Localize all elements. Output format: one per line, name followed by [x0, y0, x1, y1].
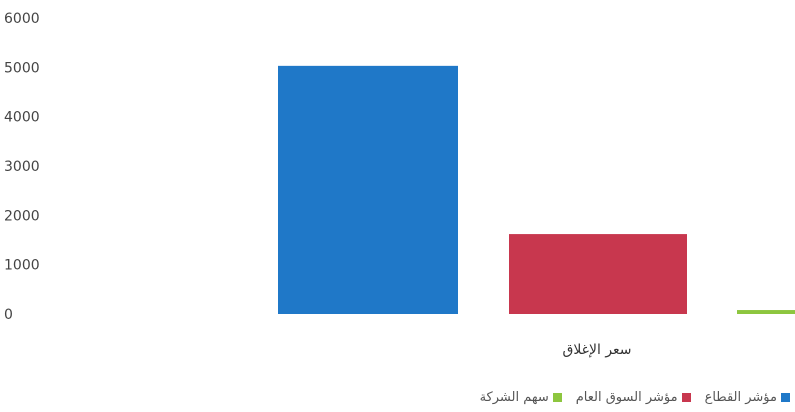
- category-label: سعر الإغلاق: [562, 342, 631, 358]
- y-tick-label: 1000: [4, 258, 40, 274]
- bar: [278, 65, 458, 314]
- legend-swatch: [781, 392, 790, 402]
- y-tick-label: 0: [4, 307, 13, 323]
- legend: مؤشر القطاع مؤشر السوق العام سهم الشركة: [290, 386, 790, 408]
- legend-item-sector-index: مؤشر القطاع: [705, 390, 790, 405]
- bar-group: [278, 65, 795, 314]
- legend-swatch: [681, 392, 691, 402]
- y-tick-label: 6000: [4, 11, 40, 27]
- bar: [509, 234, 687, 314]
- y-tick-label: 2000: [4, 208, 40, 224]
- y-tick-label: 3000: [4, 159, 40, 175]
- legend-label: مؤشر السوق العام: [575, 389, 678, 405]
- y-axis: 0 1000 2000 3000 4000 5000 6000: [4, 11, 40, 323]
- bar: [737, 310, 795, 314]
- y-tick-label: 5000: [4, 60, 40, 76]
- legend-label: سهم الشركة: [479, 389, 549, 405]
- legend-swatch: [552, 392, 562, 402]
- legend-item-market-index: مؤشر السوق العام: [576, 390, 691, 405]
- y-tick-label: 4000: [4, 110, 40, 126]
- x-axis: سعر الإغلاق: [562, 342, 631, 358]
- legend-item-company-stock: سهم الشركة: [480, 390, 562, 405]
- legend-label: مؤشر القطاع: [704, 389, 777, 405]
